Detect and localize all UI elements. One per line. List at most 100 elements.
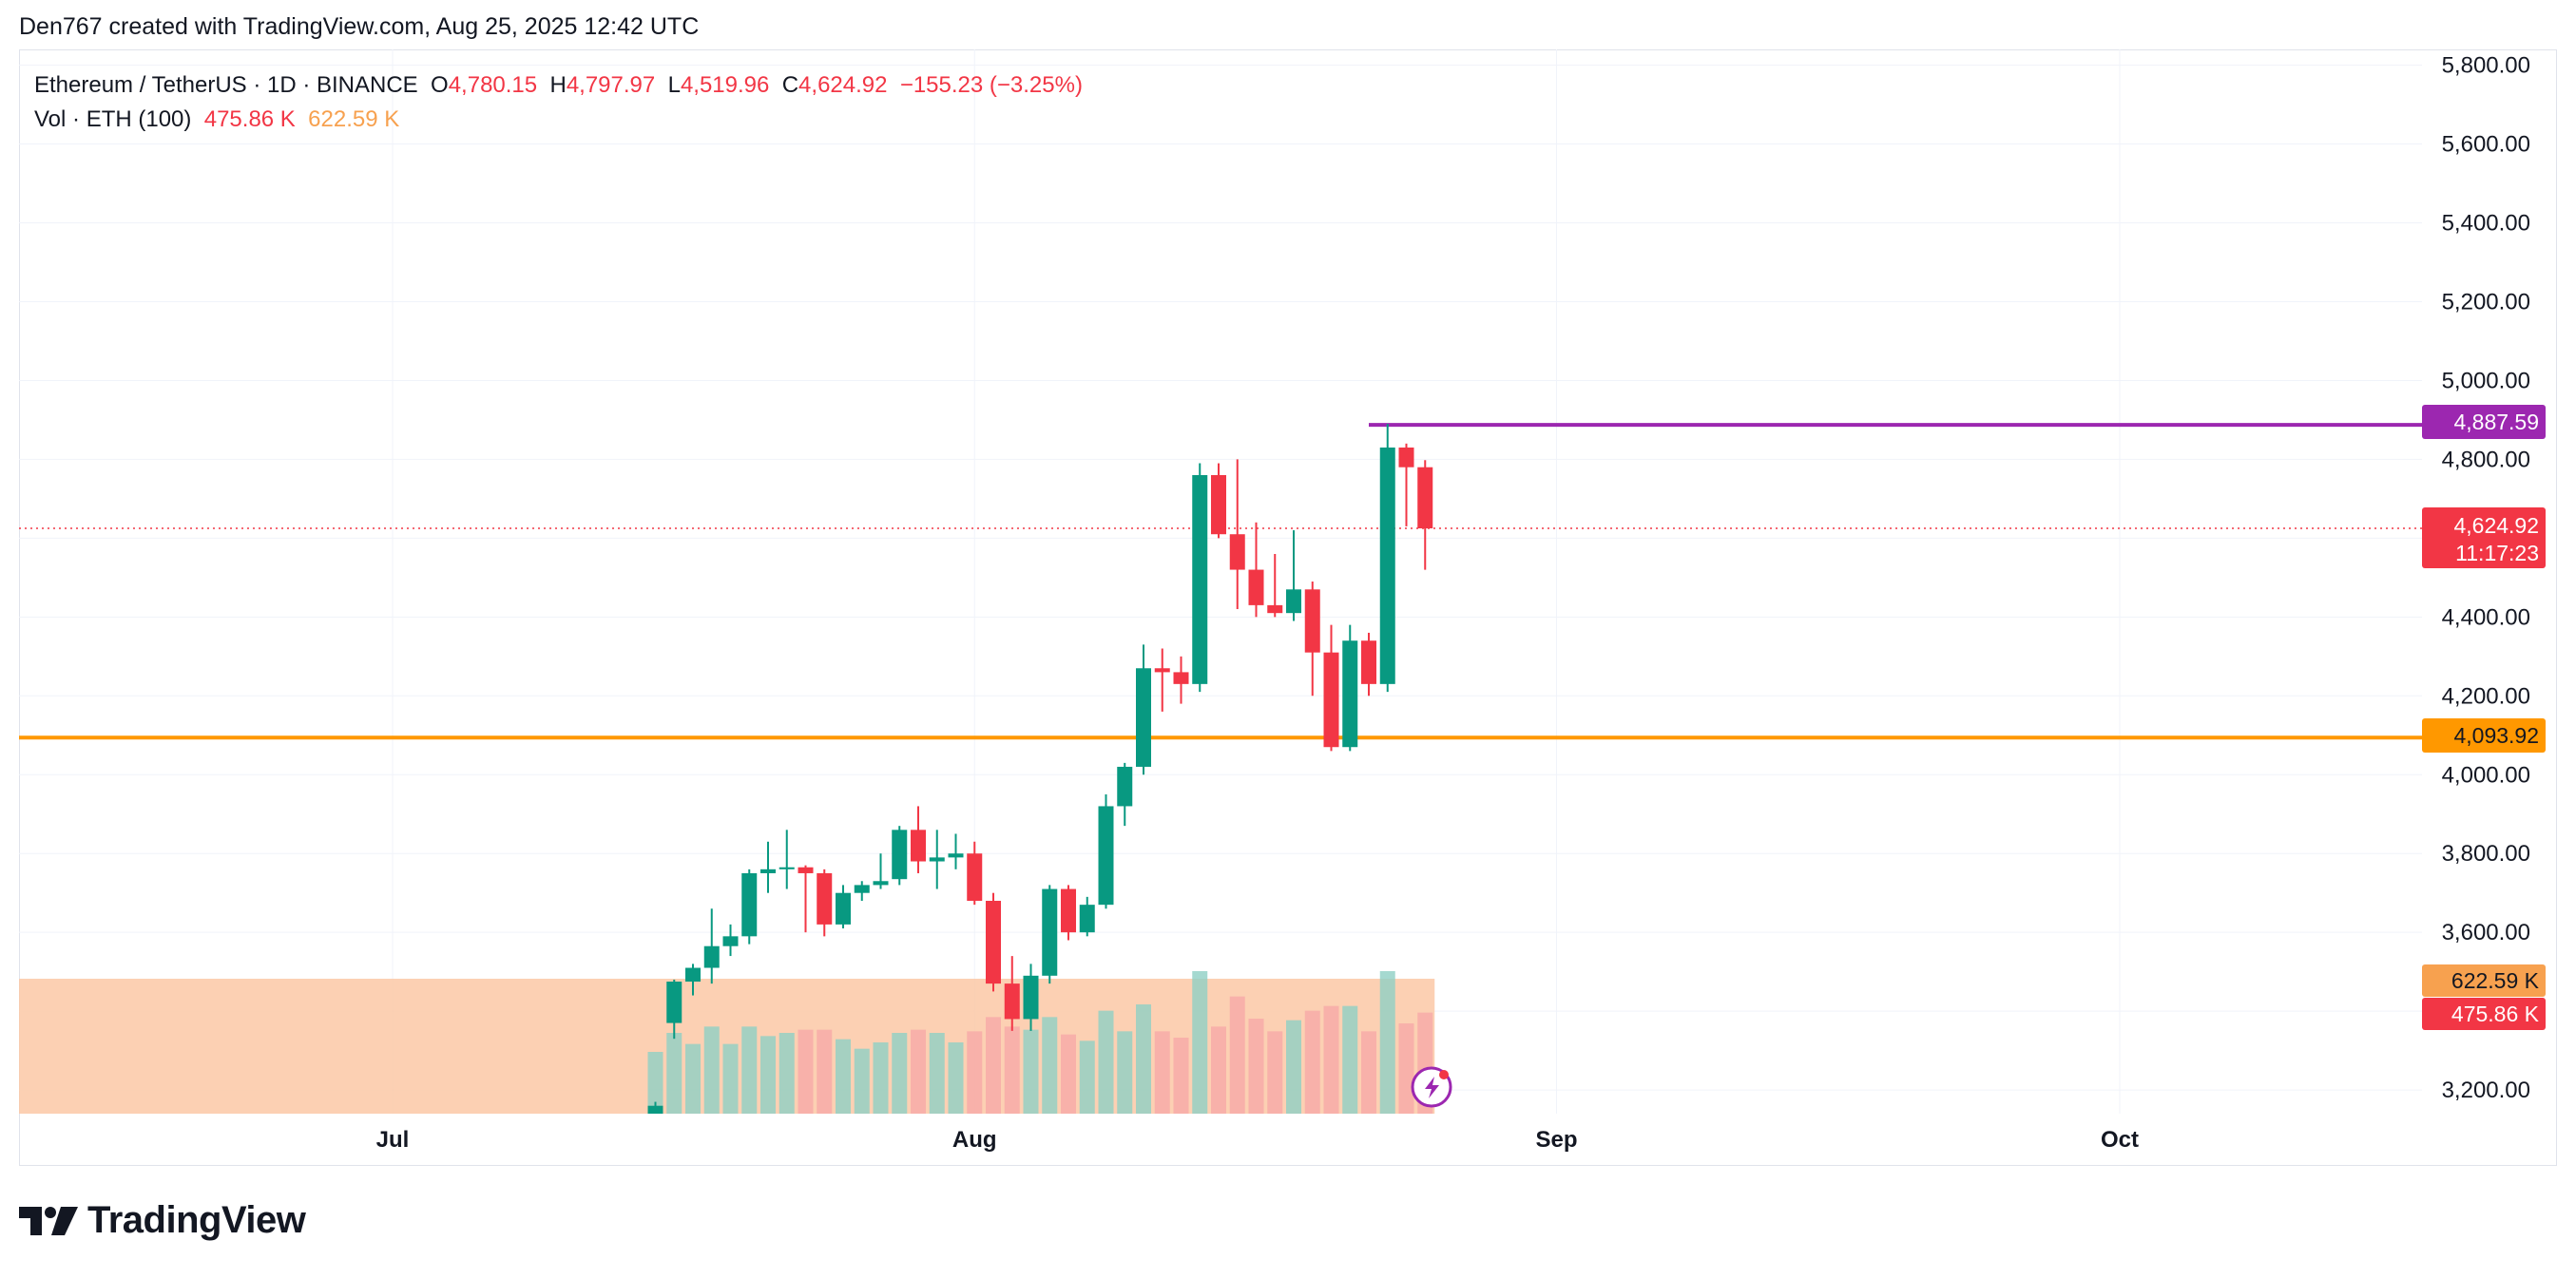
volume-bar [798, 1029, 814, 1114]
candle-body [1286, 589, 1301, 614]
volume-bar [685, 1043, 701, 1114]
open-label: O [431, 72, 449, 98]
volume-label[interactable]: Vol · ETH (100) [34, 106, 192, 132]
y-tick-label: 4,000.00 [2442, 762, 2530, 788]
candle-body [911, 830, 926, 862]
volume-bar [1379, 971, 1395, 1114]
y-tick-label: 3,200.00 [2442, 1078, 2530, 1103]
purple-line-price-tag: 4,887.59 [2453, 410, 2539, 434]
lightning-icon[interactable] [1411, 1066, 1452, 1108]
volume-bar [1398, 1023, 1414, 1114]
candle-body [854, 885, 870, 893]
candle-body [1267, 604, 1283, 614]
x-tick-label: Aug [952, 1127, 997, 1153]
x-tick-label: Sep [1535, 1127, 1577, 1153]
candle-body [1211, 475, 1226, 535]
y-tick-label: 4,200.00 [2442, 683, 2530, 709]
volume-bar [948, 1042, 964, 1114]
volume-bar [1061, 1034, 1076, 1114]
last-price-tag-bg [2422, 507, 2546, 568]
candle-body [1323, 652, 1339, 748]
chart-frame[interactable] [19, 49, 2557, 1166]
volume-bar [666, 1033, 682, 1114]
volume-bar [722, 1043, 739, 1114]
attribution-text: Den767 created with TradingView.com, Aug… [19, 13, 700, 40]
symbol-row: Ethereum / TetherUS · 1D · BINANCE O 4,78… [34, 68, 1083, 103]
y-tick-label: 5,200.00 [2442, 289, 2530, 315]
volume-bar [1229, 996, 1245, 1114]
candle-body [1417, 467, 1433, 529]
volume-ma-tag: 622.59 K [2451, 968, 2540, 993]
candle-body [1098, 806, 1114, 906]
close-value: 4,624.92 [798, 72, 888, 98]
volume-tag-bg [2422, 998, 2546, 1030]
price-axis: 3,200.003,400.003,600.003,800.004,000.00… [2442, 53, 2530, 1104]
volume-bar [892, 1033, 908, 1114]
symbol-name[interactable]: Ethereum / TetherUS · 1D · BINANCE [34, 72, 418, 98]
volume-bar [1192, 971, 1208, 1114]
x-tick-label: Oct [2101, 1127, 2139, 1153]
volume-bar [760, 1036, 776, 1114]
volume-bar [1004, 1026, 1020, 1114]
chart-legend: Ethereum / TetherUS · 1D · BINANCE O 4,78… [34, 68, 1083, 137]
candle-body [1248, 569, 1264, 605]
volume-bar [703, 1026, 720, 1114]
volume-tag: 475.86 K [2451, 1002, 2540, 1026]
candle-body [1004, 983, 1020, 1020]
y-tick-label: 5,000.00 [2442, 368, 2530, 393]
candle-body [741, 872, 758, 937]
y-tick-label: 4,400.00 [2442, 604, 2530, 630]
tradingview-logo[interactable]: TradingView [19, 1199, 306, 1242]
volume-bar [929, 1033, 945, 1114]
candle-body [685, 967, 701, 983]
candle-body [703, 945, 720, 968]
candle-body [948, 853, 964, 858]
volume-bar [647, 1052, 663, 1114]
x-tick-label: Jul [376, 1127, 410, 1153]
volume-bar [1286, 1020, 1301, 1114]
volume-bar [873, 1042, 889, 1114]
candle-body [1173, 672, 1189, 684]
candle-body [1342, 640, 1358, 748]
last-price-tag: 4,624.92 [2453, 513, 2539, 538]
candle-body [873, 881, 889, 886]
candle-body [1061, 888, 1076, 933]
horizontal-lines [19, 423, 2422, 740]
purple-line-price-tag-bg [2422, 405, 2546, 439]
candle-body [647, 1105, 663, 1114]
bar-countdown: 11:17:23 [2455, 541, 2539, 565]
volume-bar [1304, 1010, 1320, 1114]
candles [647, 424, 1433, 1114]
y-tick-label: 5,400.00 [2442, 211, 2530, 237]
candle-body [1042, 888, 1058, 976]
grid-lines [19, 49, 2422, 1114]
candle-body [1117, 766, 1133, 807]
volume-bar [1361, 1031, 1376, 1114]
volume-value: 475.86 K [203, 106, 296, 132]
candle-body [967, 853, 983, 901]
candle-body [1229, 534, 1245, 570]
candle-body [986, 901, 1001, 984]
volume-bar [1323, 1005, 1339, 1114]
volume-bar [817, 1029, 833, 1114]
candle-body [1361, 640, 1376, 684]
volume-bar [967, 1031, 983, 1114]
volume-bar [1117, 1031, 1133, 1114]
tradingview-logo-text: TradingView [87, 1199, 306, 1241]
time-axis: Jul Aug Sep Oct [376, 1127, 2139, 1153]
candle-body [779, 867, 795, 869]
volume-bar [986, 1017, 1001, 1114]
candle-body [1136, 668, 1151, 767]
volume-bar [1211, 1026, 1226, 1114]
price-tags: 4,887.59 4,624.92 11:17:23 4,093.92 622.… [2422, 405, 2546, 1030]
y-tick-label: 5,800.00 [2442, 53, 2530, 79]
candle-body [817, 872, 833, 925]
volume-ma-value: 622.59 K [308, 106, 400, 132]
volume-bar [1023, 1029, 1039, 1114]
y-tick-label: 3,600.00 [2442, 920, 2530, 945]
volume-bar [1154, 1031, 1170, 1114]
candle-body [1154, 668, 1170, 673]
volume-bar [741, 1026, 758, 1114]
low-label: L [667, 72, 681, 98]
